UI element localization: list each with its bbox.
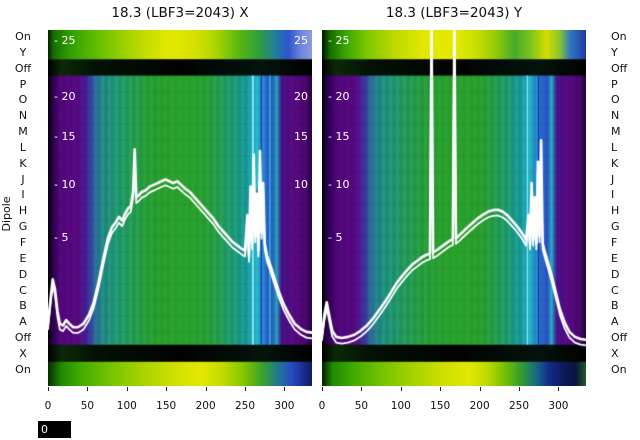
dipole-row-label-on: On	[15, 30, 31, 43]
x-axis-tick-label: 250	[508, 400, 530, 412]
x-axis-tick-label: 50	[80, 400, 95, 412]
dipole-row-label-n: N	[611, 109, 620, 123]
x-axis-tick-label: 200	[469, 400, 490, 412]
dipole-row-label-x: X	[19, 346, 27, 360]
dipole-row-label-i: I	[611, 188, 615, 202]
dipole-row-label-f: F	[611, 235, 618, 249]
dipole-row-label-m: M	[18, 125, 28, 139]
dipole-row-label-o: O	[611, 93, 620, 107]
x-axis-tick-mark	[166, 387, 168, 391]
panel-y-axis-tick-marks	[322, 387, 586, 392]
x-axis-tick-label: 300	[548, 400, 569, 412]
dipole-row-label-c: C	[19, 283, 27, 297]
dipole-row-label-on: On	[15, 362, 31, 376]
x-axis-tick-label: 0	[318, 400, 326, 412]
dipole-row-label-on: On	[611, 30, 627, 43]
dipole-row-labels-right: On Y Off P O N M L K J I H G F E D C B A Off X On	[598, 31, 640, 376]
dipole-row-label-m: M	[611, 125, 621, 139]
x-axis-tick-mark	[558, 387, 560, 391]
x-axis-tick-label: 200	[195, 400, 216, 412]
x-axis-tick-label: 150	[430, 400, 451, 412]
value-box[interactable]: 0	[38, 421, 71, 438]
dipole-row-label-h: H	[611, 204, 620, 218]
x-axis-tick-mark	[322, 387, 323, 391]
dipole-row-labels-left: On Y Off P O N M L K J I H G F E D C B A Off X On	[4, 31, 42, 376]
panel-y-title: 18.3 (LBF3=2043) Y	[385, 5, 523, 21]
dipole-row-label-p: P	[611, 77, 618, 91]
dipole-row-label-b: B	[611, 299, 619, 313]
x-axis-tick-label: 100	[390, 400, 411, 412]
x-axis-tick-mark	[519, 387, 520, 391]
x-axis-tick-mark	[205, 387, 207, 391]
panel-y: 18.3 (LBF3=2043) Y - 25- 20- 15- 10- 5 0…	[318, 0, 586, 440]
dipole-row-label-i: I	[21, 188, 25, 202]
dipole-row-label-off: Off	[611, 331, 628, 345]
dipole-row-label-a: A	[19, 315, 27, 329]
x-axis-tick-label: 300	[274, 400, 295, 412]
panel-x-heatmap-canvas	[48, 30, 312, 386]
dipole-row-label-o: O	[18, 93, 28, 107]
x-axis-tick-label: 150	[156, 400, 177, 412]
dipole-row-label-off: Off	[14, 331, 32, 345]
dipole-row-label-l: L	[611, 140, 618, 154]
dipole-row-label-p: P	[19, 77, 27, 91]
dipole-row-label-b: B	[19, 299, 27, 313]
dipole-row-label-off: Off	[14, 61, 32, 75]
dipole-row-label-f: F	[19, 235, 27, 249]
x-axis-tick-mark	[479, 387, 481, 391]
x-axis-tick-label: 50	[354, 400, 369, 412]
dipole-row-label-x: X	[611, 346, 619, 360]
dipole-row-label-c: C	[611, 283, 619, 297]
panel-x-axis-tick-labels: 0 50 100 150 200 250 300	[44, 400, 312, 414]
panel-x: 18.3 (LBF3=2043) X - 25- 20- 15- 10- 5 2…	[44, 0, 312, 440]
x-axis-tick-mark	[284, 387, 286, 391]
panel-x-axis-tick-marks	[48, 387, 312, 392]
dipole-row-label-off: Off	[611, 61, 628, 75]
panel-y-axis-tick-labels: 0 50 100 150 200 250 300	[318, 400, 586, 414]
x-axis-tick-mark	[440, 387, 442, 391]
panel-y-heatmap-canvas	[322, 30, 586, 386]
dipole-row-label-k: K	[611, 156, 619, 170]
x-axis-tick-label: 250	[234, 400, 256, 412]
dipole-row-label-l: L	[19, 140, 27, 154]
dipole-row-label-h: H	[18, 204, 28, 218]
dipole-row-label-y: Y	[611, 45, 618, 59]
x-axis-tick-label: 100	[116, 400, 137, 412]
dipole-row-label-e: E	[611, 251, 618, 265]
x-axis-tick-mark	[126, 387, 128, 391]
panel-x-title: 18.3 (LBF3=2043) X	[111, 5, 249, 21]
x-axis-tick-mark	[400, 387, 402, 391]
dipole-row-label-a: A	[611, 315, 619, 329]
x-axis-tick-mark	[48, 387, 49, 391]
dipole-row-label-j: J	[21, 172, 25, 186]
dipole-row-label-n: N	[18, 109, 28, 123]
x-axis-tick-mark	[87, 387, 89, 391]
dipole-row-label-g: G	[18, 220, 28, 234]
dipole-row-label-k: K	[19, 156, 27, 170]
x-axis-tick-label: 0	[44, 400, 52, 412]
dipole-row-label-y: Y	[19, 45, 27, 59]
dipole-row-label-d: D	[18, 267, 28, 281]
dipole-row-label-j: J	[611, 172, 615, 186]
dipole-row-label-on: On	[611, 362, 627, 376]
x-axis-tick-mark	[245, 387, 246, 391]
dipole-row-label-e: E	[19, 251, 27, 265]
dipole-row-label-d: D	[611, 267, 620, 281]
dipole-row-label-g: G	[611, 220, 620, 234]
x-axis-tick-mark	[361, 387, 363, 391]
